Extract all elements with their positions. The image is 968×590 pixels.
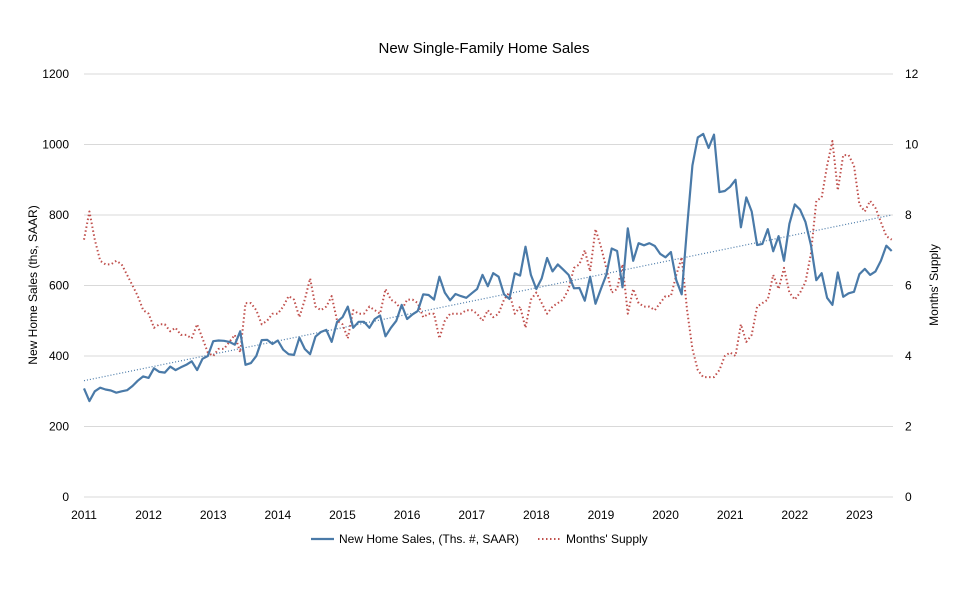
legend-label-sales: New Home Sales, (Ths. #, SAAR) [339,532,519,546]
x-tick-label: 2018 [523,508,550,522]
y2-tick-label: 12 [905,67,919,81]
y-tick-label: 200 [49,420,69,434]
y2-tick-label: 4 [905,349,912,363]
y2-tick-label: 2 [905,420,912,434]
y-tick-label: 1000 [42,138,69,152]
series-months-supply [83,140,893,379]
y-axis-label: New Home Sales (ths, SAAR) [26,205,40,364]
x-tick-label: 2012 [135,508,162,522]
x-tick-label: 2021 [717,508,744,522]
x-tick-label: 2020 [652,508,679,522]
x-axis-ticks: 2011 2012 2013 2014 2015 2016 2017 2018 2019 2020… [71,508,873,522]
x-tick-label: 2014 [264,508,291,522]
right-axis-ticks: 0 2 4 6 8 10 12 [905,67,919,504]
chart-title: New Single-Family Home Sales [379,40,590,57]
left-axis-ticks: 0 200 400 600 800 1000 1200 [42,67,69,504]
gridlines [84,73,893,427]
y-tick-label: 400 [49,349,69,363]
y2-tick-label: 10 [905,138,919,152]
y2-tick-label: 6 [905,279,912,293]
legend: New Home Sales, (Ths. #, SAAR) Months' S… [311,532,648,546]
x-tick-label: 2017 [458,508,485,522]
x-tick-label: 2011 [71,508,97,522]
y-tick-label: 1200 [42,67,69,81]
series-layer [82,132,893,403]
x-tick-label: 2019 [588,508,615,522]
x-tick-label: 2013 [200,508,227,522]
y-tick-label: 0 [62,490,69,504]
x-tick-label: 2016 [394,508,421,522]
x-tick-label: 2022 [781,508,808,522]
series-new-home-sales [82,132,893,403]
x-tick-label: 2015 [329,508,356,522]
y2-tick-label: 0 [905,490,912,504]
y2-axis-label: Months' Supply [927,244,941,326]
y-tick-label: 600 [49,279,69,293]
legend-label-supply: Months' Supply [566,532,648,546]
x-tick-label: 2023 [846,508,873,522]
y-tick-label: 800 [49,208,69,222]
y2-tick-label: 8 [905,208,912,222]
